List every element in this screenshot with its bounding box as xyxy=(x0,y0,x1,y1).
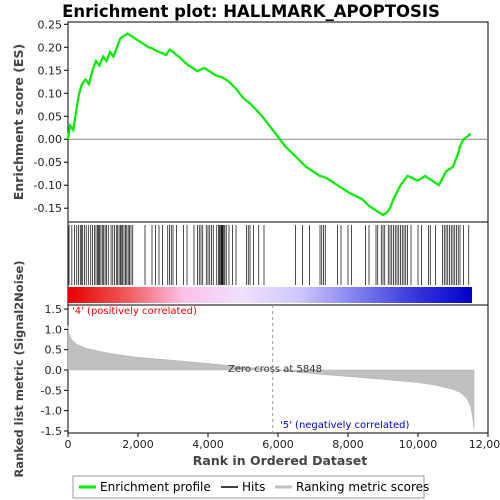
es-y-tick-label: -0.15 xyxy=(34,202,62,215)
ranking-colorbar xyxy=(68,287,472,303)
rank-x-tick-label: 2,000 xyxy=(122,438,154,451)
metric-y-axis-title: Ranked list metric (Signal2Noise) xyxy=(12,260,26,477)
hits-panel xyxy=(67,221,489,306)
positive-correlation-label: '4' (positively correlated) xyxy=(72,306,197,317)
rank-x-tick-label: 4,000 xyxy=(192,438,224,451)
chart-title: Enrichment plot: HALLMARK_APOPTOSIS xyxy=(62,2,440,21)
es-y-tick-label: 0.00 xyxy=(38,133,63,146)
legend-frame xyxy=(72,475,425,499)
es-panel: -0.15-0.10-0.050.000.050.100.150.200.25 … xyxy=(11,18,489,223)
metric-y-tick-label: 0.5 xyxy=(45,344,63,357)
es-y-tick-label: -0.10 xyxy=(34,179,62,192)
legend-metric-label: Ranking metric scores xyxy=(296,480,429,494)
es-y-tick-label: 0.05 xyxy=(38,110,63,123)
metric-y-tick-label: -0.5 xyxy=(41,384,62,397)
es-y-tick-label: 0.10 xyxy=(38,87,63,100)
metric-y-tick-label: 0.0 xyxy=(45,364,63,377)
hit-markers xyxy=(68,225,470,285)
zero-cross-label: Zero cross at 5848 xyxy=(228,364,322,375)
rank-x-axis: 0 2,000 4,000 6,000 8,000 10,000 12,000 xyxy=(65,433,500,451)
rank-x-tick-label: 0 xyxy=(65,438,72,451)
metric-y-axis: -1.5 -1.0 -0.5 0.0 0.5 1.0 1.5 xyxy=(41,303,68,438)
x-axis-title: Rank in Ordered Dataset xyxy=(193,453,367,468)
metric-y-tick-label: 1.0 xyxy=(45,323,63,336)
es-y-tick-label: 0.15 xyxy=(38,64,63,77)
es-panel-frame xyxy=(67,21,489,223)
negative-correlation-label: '5' (negatively correlated) xyxy=(280,420,409,431)
es-y-axis-title: Enrichment score (ES) xyxy=(11,44,26,200)
metric-panel: -1.5 -1.0 -0.5 0.0 0.5 1.0 1.5 0 2,000 4,000 6,00… xyxy=(12,260,500,477)
es-y-tick-label: 0.25 xyxy=(38,18,63,31)
es-y-axis: -0.15 -0.10 -0.05 0.00 0.05 0.10 0.15 0.20 0.25 xyxy=(34,18,68,215)
ranking-metric-area xyxy=(67,325,475,429)
enrichment-profile-line xyxy=(66,32,472,217)
rank-x-tick-label: 10,000 xyxy=(399,438,438,451)
legend-hits-label: Hits xyxy=(242,480,265,494)
es-y-tick-label: 0.20 xyxy=(38,41,63,54)
legend: Enrichment profile Hits Ranking metric s… xyxy=(72,475,429,499)
es-y-tick-label: -0.05 xyxy=(34,156,62,169)
rank-x-tick-label: 12,000 xyxy=(469,438,500,451)
rank-x-tick-label: 6,000 xyxy=(262,438,294,451)
metric-y-tick-label: 1.5 xyxy=(45,303,63,316)
legend-enrichment-label: Enrichment profile xyxy=(100,480,211,494)
metric-y-tick-label: -1.0 xyxy=(41,405,62,418)
metric-y-tick-label: -1.5 xyxy=(41,425,62,438)
rank-x-tick-label: 8,000 xyxy=(332,438,364,451)
